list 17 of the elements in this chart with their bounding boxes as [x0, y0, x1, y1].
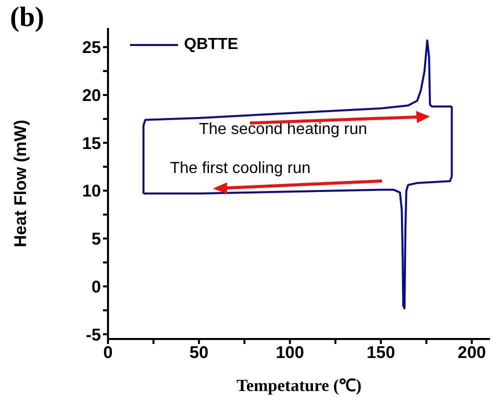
x-tick-label: 100 [276, 343, 304, 362]
x-tick-label: 50 [189, 343, 208, 362]
annotation: The second heating run [199, 121, 368, 139]
annotation: The first cooling run [170, 160, 311, 178]
y-tick-label: 0 [92, 277, 101, 296]
x-axis-title: Tempetature (℃) [236, 376, 362, 395]
y-tick-label: 5 [92, 230, 101, 249]
y-tick-label: 20 [82, 86, 101, 106]
y-tick-label: 15 [82, 134, 101, 153]
y-axis-title: Heat Flow (mW) [11, 120, 30, 248]
y-tick-label: 10 [82, 182, 101, 201]
y-tick-label: -5 [86, 325, 101, 344]
legend-label: QBTTE [184, 36, 238, 54]
x-tick-label: 200 [458, 343, 486, 362]
y-tick-label: 25 [82, 38, 101, 58]
chart-title: (b) [10, 2, 44, 34]
x-tick-label: 150 [366, 343, 396, 362]
